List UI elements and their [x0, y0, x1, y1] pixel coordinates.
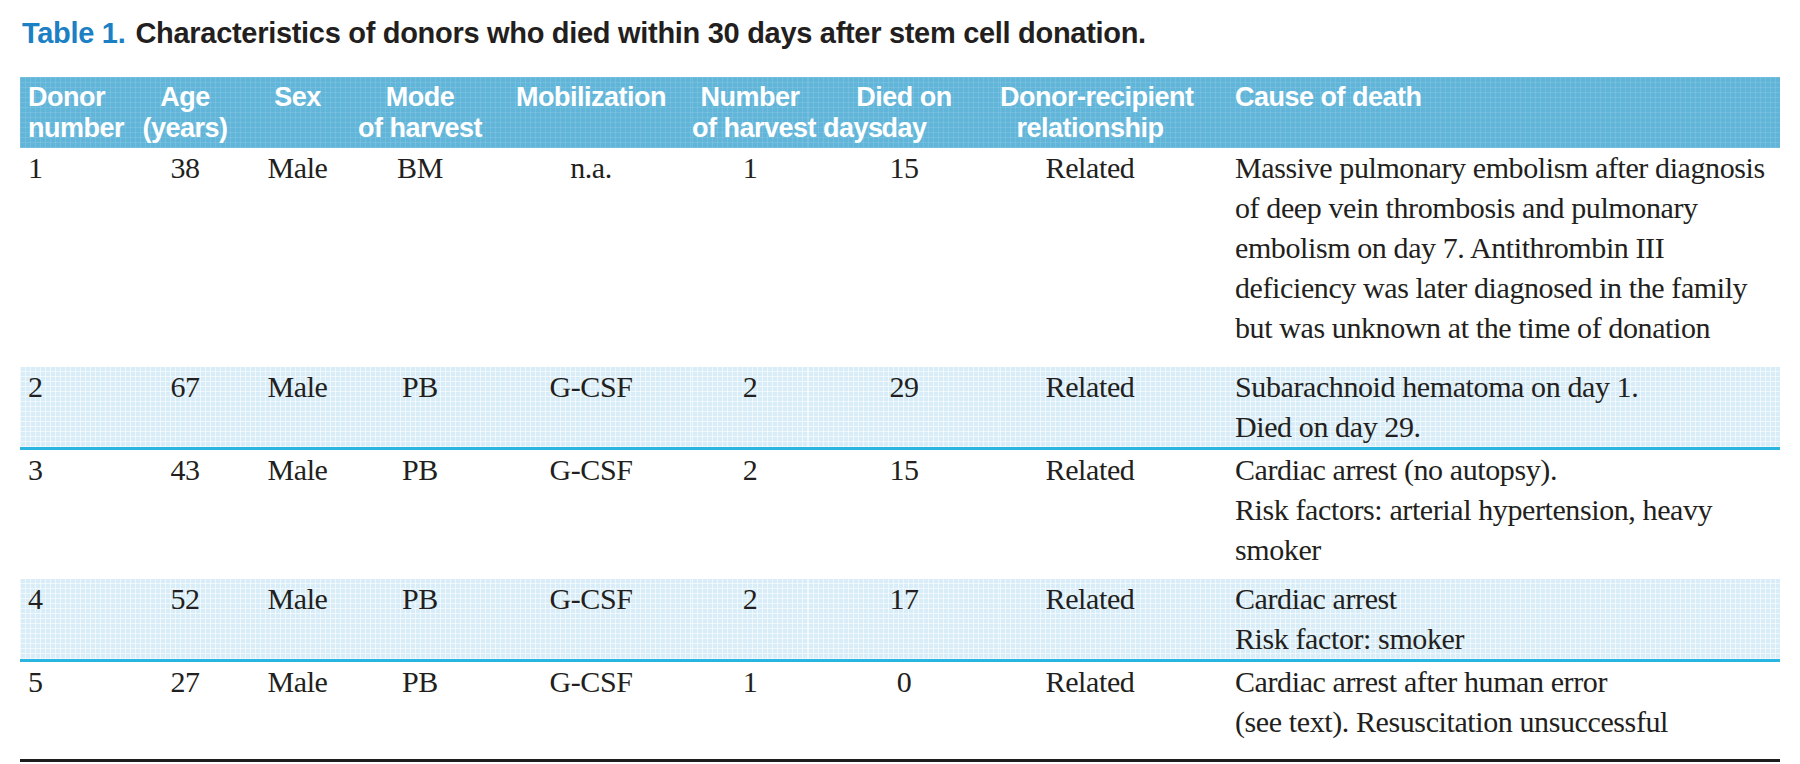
- cell-relationship: Related: [1000, 367, 1180, 449]
- cell-cause-of-death: Cardiac arrest after human error(see tex…: [1180, 661, 1780, 761]
- cell-relationship: Related: [1000, 579, 1180, 661]
- cell-cause-of-death: Cardiac arrestRisk factor: smoker: [1180, 579, 1780, 661]
- col-header-donor-number: Donor number: [20, 77, 125, 148]
- header-line: Mode: [350, 82, 490, 113]
- donor-row: 4 52 Male PB G-CSF 2 17 Related Cardiac …: [20, 579, 1780, 661]
- header-line: relationship: [1000, 113, 1180, 144]
- cell-died-on-day: 0: [808, 661, 1000, 761]
- cell-donor-number: 5: [20, 661, 125, 761]
- col-header-sex: Sex: [245, 77, 350, 148]
- header-line: of harvest days: [692, 113, 808, 144]
- cause-line: Risk factors: arterial hypertension, hea…: [1235, 490, 1780, 530]
- cell-mobilization: G-CSF: [490, 449, 692, 580]
- donor-row: 1 38 Male BM n.a. 1 15 Related Massive p…: [20, 148, 1780, 367]
- cell-relationship: Related: [1000, 148, 1180, 367]
- table-caption-text: Characteristics of donors who died withi…: [135, 17, 1145, 49]
- col-header-relationship: Donor-recipient relationship: [1000, 77, 1180, 148]
- header-line: Donor-recipient: [1000, 82, 1180, 113]
- cell-harvest-days: 1: [692, 148, 808, 367]
- cell-died-on-day: 15: [808, 148, 1000, 367]
- cell-relationship: Related: [1000, 449, 1180, 580]
- col-header-mode-of-harvest: Mode of harvest: [350, 77, 490, 148]
- col-header-age: Age (years): [125, 77, 245, 148]
- cell-mobilization: G-CSF: [490, 661, 692, 761]
- cell-mode-of-harvest: PB: [350, 579, 490, 661]
- cause-line: (see text). Resuscitation unsuccessful: [1235, 702, 1780, 742]
- cell-mode-of-harvest: PB: [350, 661, 490, 761]
- table-caption: Table 1. Characteristics of donors who di…: [20, 8, 1780, 77]
- cause-line: Cardiac arrest: [1235, 579, 1780, 619]
- col-header-harvest-days: Number of harvest days: [692, 77, 808, 148]
- page: Table 1. Characteristics of donors who di…: [0, 0, 1800, 764]
- header-line: number: [28, 113, 125, 144]
- cell-harvest-days: 1: [692, 661, 808, 761]
- cell-age: 43: [125, 449, 245, 580]
- cause-line: Died on day 29.: [1235, 407, 1780, 447]
- cell-mode-of-harvest: PB: [350, 449, 490, 580]
- cause-line: embolism on day 7. Antithrombin III: [1235, 228, 1780, 268]
- cause-line: Subarachnoid hematoma on day 1.: [1235, 367, 1780, 407]
- cell-donor-number: 1: [20, 148, 125, 367]
- cause-line: Cardiac arrest (no autopsy).: [1235, 450, 1780, 490]
- cause-line: Cardiac arrest after human error: [1235, 662, 1780, 702]
- cell-cause-of-death: Massive pulmonary embolism after diagnos…: [1180, 148, 1780, 367]
- table-body: 1 38 Male BM n.a. 1 15 Related Massive p…: [20, 148, 1780, 761]
- col-header-mobilization: Mobilization: [490, 77, 692, 148]
- cell-sex: Male: [245, 367, 350, 449]
- header-line: Donor: [28, 82, 125, 113]
- cell-age: 67: [125, 367, 245, 449]
- col-header-cause-of-death: Cause of death: [1180, 77, 1780, 148]
- header-line: (years): [125, 113, 245, 144]
- cell-sex: Male: [245, 148, 350, 367]
- cell-mobilization: G-CSF: [490, 367, 692, 449]
- header-line: Cause of death: [1235, 82, 1780, 113]
- cell-sex: Male: [245, 449, 350, 580]
- cell-mobilization: n.a.: [490, 148, 692, 367]
- header-line: Sex: [245, 82, 350, 113]
- donor-characteristics-table: Donor number Age (years) Sex Mode of har…: [20, 77, 1780, 762]
- donor-row: 3 43 Male PB G-CSF 2 15 Related Cardiac …: [20, 449, 1780, 580]
- cell-died-on-day: 15: [808, 449, 1000, 580]
- cause-line: Massive pulmonary embolism after diagnos…: [1235, 148, 1780, 188]
- cell-age: 38: [125, 148, 245, 367]
- cell-cause-of-death: Cardiac arrest (no autopsy).Risk factors…: [1180, 449, 1780, 580]
- header-line: of harvest: [350, 113, 490, 144]
- cell-sex: Male: [245, 579, 350, 661]
- header-line: Died on: [808, 82, 1000, 113]
- donor-row: 2 67 Male PB G-CSF 2 29 Related Subarach…: [20, 367, 1780, 449]
- header-row: Donor number Age (years) Sex Mode of har…: [20, 77, 1780, 148]
- cell-died-on-day: 29: [808, 367, 1000, 449]
- header-line: Number: [692, 82, 808, 113]
- cell-donor-number: 4: [20, 579, 125, 661]
- cell-harvest-days: 2: [692, 367, 808, 449]
- cell-mode-of-harvest: BM: [350, 148, 490, 367]
- cell-cause-of-death: Subarachnoid hematoma on day 1.Died on d…: [1180, 367, 1780, 449]
- header-line: Age: [125, 82, 245, 113]
- cell-donor-number: 3: [20, 449, 125, 580]
- cell-harvest-days: 2: [692, 579, 808, 661]
- cell-harvest-days: 2: [692, 449, 808, 580]
- table-header: Donor number Age (years) Sex Mode of har…: [20, 77, 1780, 148]
- cause-line: deficiency was later diagnosed in the fa…: [1235, 268, 1780, 308]
- cell-relationship: Related: [1000, 661, 1180, 761]
- cause-line: of deep vein thrombosis and pulmonary: [1235, 188, 1780, 228]
- cause-line: but was unknown at the time of donation: [1235, 308, 1780, 348]
- cell-mode-of-harvest: PB: [350, 367, 490, 449]
- cell-age: 52: [125, 579, 245, 661]
- cause-line: Risk factor: smoker: [1235, 619, 1780, 659]
- cell-mobilization: G-CSF: [490, 579, 692, 661]
- cell-age: 27: [125, 661, 245, 761]
- header-line: Mobilization: [490, 82, 692, 113]
- cell-sex: Male: [245, 661, 350, 761]
- cause-line: smoker: [1235, 530, 1780, 570]
- cell-donor-number: 2: [20, 367, 125, 449]
- cell-died-on-day: 17: [808, 579, 1000, 661]
- donor-row: 5 27 Male PB G-CSF 1 0 Related Cardiac a…: [20, 661, 1780, 761]
- table-caption-number: Table 1.: [22, 17, 125, 49]
